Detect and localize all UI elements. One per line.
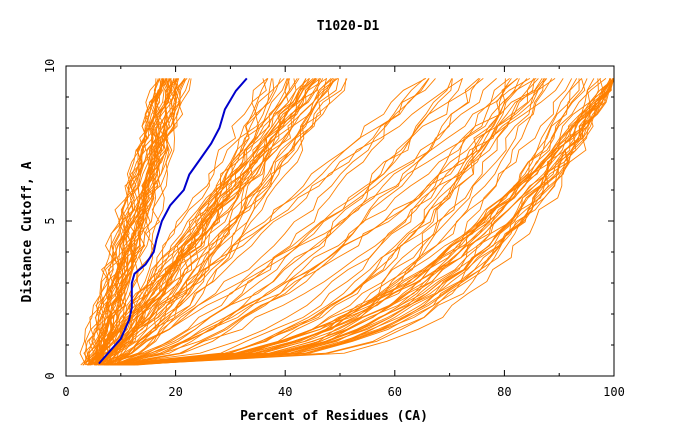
model-series-line [89, 78, 267, 366]
model-series-line [99, 78, 333, 366]
y-tick-label: 0 [43, 372, 57, 379]
model-series-line [115, 78, 615, 366]
model-series-line [119, 78, 535, 366]
model-series-line [98, 78, 188, 366]
model-series-line [79, 78, 162, 366]
model-series-line [124, 78, 615, 366]
model-series-line [118, 78, 615, 366]
model-series-line [131, 78, 573, 366]
model-series-line [84, 78, 167, 366]
series-layer [79, 77, 615, 366]
model-series-line [98, 78, 179, 366]
model-series-line [84, 78, 168, 366]
model-series-line [103, 78, 427, 366]
ticks-layer: 0 20 40 60 80 100 0 5 10 [43, 59, 625, 399]
model-series-line [95, 78, 161, 366]
model-series-line [88, 78, 177, 366]
model-series-line [95, 78, 285, 366]
model-series-line [82, 78, 171, 366]
y-axis-label: Distance Cutoff, A [20, 161, 35, 302]
model-series-line [102, 78, 335, 366]
model-series-line [104, 78, 269, 366]
model-series-line [126, 78, 615, 366]
x-tick-label: 40 [278, 385, 292, 399]
model-series-line [132, 78, 580, 366]
model-series-line [87, 78, 170, 366]
model-series-line [90, 78, 172, 366]
x-tick-label: 100 [603, 385, 625, 399]
model-series-line [117, 78, 481, 366]
model-series-line [114, 78, 582, 366]
model-series-line [119, 78, 535, 366]
model-series-line [111, 78, 314, 366]
model-series-line [127, 78, 615, 366]
model-series-line [128, 78, 604, 366]
model-series-line [113, 78, 539, 366]
chart-title: T1020-D1 [317, 19, 380, 34]
highlighted-series-line [98, 77, 248, 365]
model-series-line [114, 78, 553, 366]
model-series-line [107, 78, 453, 366]
y-tick-label: 10 [43, 59, 57, 73]
model-series-line [108, 78, 316, 366]
model-series-line [118, 78, 615, 366]
model-series-line [83, 78, 159, 366]
model-series-line [109, 78, 510, 366]
model-series-line [136, 78, 615, 366]
x-tick-label: 0 [62, 385, 69, 399]
model-series-line [107, 78, 298, 366]
model-series-line [113, 78, 544, 366]
model-series-line [124, 78, 615, 366]
model-series-line [119, 78, 518, 366]
model-series-line [114, 78, 520, 366]
model-series-line [94, 78, 192, 366]
model-series-line [110, 78, 348, 366]
x-axis-label: Percent of Residues (CA) [240, 409, 428, 424]
model-series-line [105, 78, 512, 366]
model-series-line [86, 78, 180, 366]
model-series-line [89, 78, 307, 366]
model-series-line [87, 78, 275, 366]
y-tick-label: 5 [43, 217, 57, 224]
x-tick-label: 20 [168, 385, 182, 399]
model-series-line [125, 78, 611, 366]
model-series-line [122, 78, 595, 366]
model-series-line [103, 78, 338, 366]
model-series-line [110, 78, 547, 366]
model-series-line [100, 78, 430, 366]
model-series-line [82, 78, 168, 366]
model-series-line [106, 78, 453, 366]
model-series-line [95, 78, 281, 366]
model-series-line [82, 78, 186, 366]
model-series-line [113, 78, 537, 366]
model-series-line [112, 78, 531, 366]
model-series-line [86, 78, 288, 366]
model-series-line [109, 78, 528, 366]
model-series-line [114, 78, 518, 366]
model-series-line [112, 78, 614, 366]
x-tick-label: 80 [497, 385, 511, 399]
model-series-line [97, 78, 425, 366]
model-series-line [126, 78, 611, 366]
model-series-line [105, 78, 324, 366]
model-series-line [98, 78, 161, 366]
model-series-line [118, 78, 599, 366]
model-series-line [111, 78, 614, 366]
x-tick-label: 60 [388, 385, 402, 399]
model-series-line [97, 78, 339, 366]
model-series-line [100, 78, 316, 366]
model-series-line [115, 78, 430, 366]
model-series-line [113, 78, 436, 366]
model-series-line [110, 78, 484, 366]
